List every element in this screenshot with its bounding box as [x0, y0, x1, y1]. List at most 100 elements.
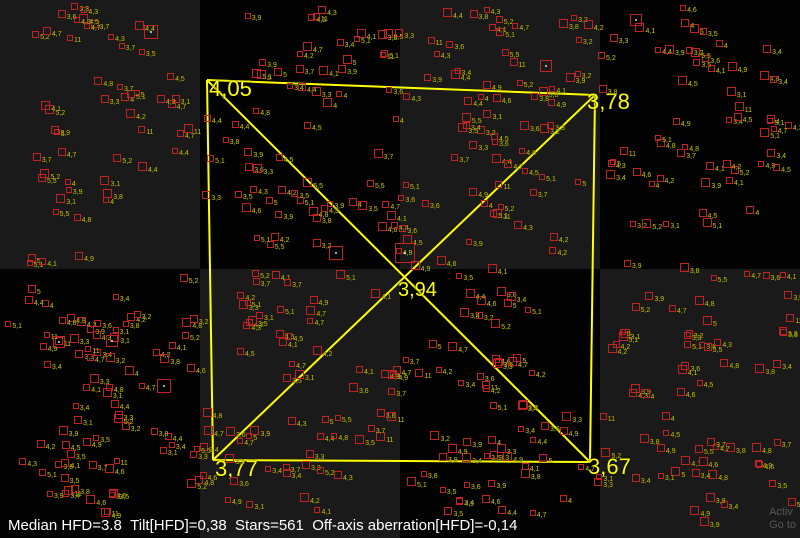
star-hfd-label: 5,5	[704, 449, 714, 456]
star-hfd-label: 5	[627, 331, 631, 338]
star-hfd-label: 5,5	[718, 277, 728, 284]
star-hfd-label: 4	[656, 183, 660, 190]
star-marker	[576, 37, 582, 43]
star-hfd-label: 3,3	[263, 169, 273, 176]
star-hfd-label: 4,4	[473, 101, 483, 108]
star-marker	[706, 493, 715, 502]
star-marker	[677, 388, 685, 396]
star-marker	[680, 5, 686, 11]
watermark-line2: Go to	[769, 519, 796, 532]
star-hfd-label: 5,2	[189, 278, 199, 285]
star-hfd-label: 4,6	[208, 475, 218, 482]
star-marker	[519, 148, 525, 154]
star-marker	[243, 322, 250, 329]
star-hfd-label: 4,2	[310, 498, 320, 505]
star-hfd-label: 4,6	[709, 462, 719, 469]
star-marker	[245, 13, 251, 19]
star-marker	[123, 321, 129, 327]
star-hfd-label: 3,4	[528, 406, 538, 413]
star-hfd-label: 3,2	[440, 436, 450, 443]
star-marker	[752, 443, 761, 452]
star-hfd-label: 11	[629, 151, 636, 158]
star-hfd-label: 5,1	[346, 275, 356, 282]
star-marker	[74, 214, 81, 221]
star-marker	[451, 70, 460, 79]
star-marker	[259, 59, 266, 66]
star-marker	[303, 42, 312, 51]
star-marker	[726, 177, 733, 184]
star-marker	[135, 21, 144, 30]
star-hfd-label: 11	[436, 40, 443, 47]
star-hfd-label: 4,9	[556, 102, 566, 109]
star-hfd-label: 3,1	[66, 199, 76, 206]
star-hfd-label: 5,1	[136, 94, 146, 101]
star-marker	[302, 461, 310, 469]
star-hfd-label: 3,5	[368, 206, 378, 213]
star-marker	[469, 188, 477, 196]
star-hfd-label: 4,9	[421, 266, 431, 273]
star-hfd-label: 3,7	[261, 281, 271, 288]
star-marker	[470, 10, 478, 18]
star-marker	[496, 16, 503, 23]
star-marker	[559, 19, 568, 28]
star-hfd-label: 5,2	[122, 158, 132, 165]
star-hfd-label: 4,6	[502, 98, 512, 105]
star-marker	[381, 50, 388, 57]
star-hfd-label: 3,9	[496, 483, 506, 490]
star-marker	[67, 35, 73, 41]
star-hfd-label: 4,9	[319, 300, 329, 307]
star-hfd-label: 3,3	[404, 33, 414, 40]
star-marker	[518, 426, 524, 432]
star-hfd-label: 3,3	[619, 38, 629, 45]
star-hfd-label: 5	[681, 472, 685, 479]
star-marker	[319, 66, 328, 75]
star-marker	[560, 427, 568, 435]
star-hfd-label: 4	[568, 498, 572, 505]
star-marker	[478, 94, 484, 100]
star-marker	[75, 350, 83, 358]
star-marker	[458, 123, 467, 132]
star-hfd-label: 3,9	[654, 296, 664, 303]
star-hfd-label: 4,7	[537, 512, 547, 519]
star-marker	[113, 294, 119, 300]
star-marker	[182, 332, 189, 339]
star-hfd-label: 5,1	[262, 74, 272, 81]
star-hfd-label: 3,1	[254, 504, 264, 511]
star-hfd-label: 4,5	[284, 157, 294, 164]
star-hfd-label: 3,6	[393, 89, 403, 96]
star-marker	[760, 128, 769, 137]
star-hfd-label: 4,6	[96, 500, 106, 507]
star-marker	[111, 400, 119, 408]
star-hfd-label: 4,8	[718, 475, 728, 482]
star-marker	[699, 209, 707, 217]
star-marker	[371, 289, 380, 298]
star-hfd-label: 4,7	[751, 273, 761, 280]
star-marker	[437, 256, 446, 265]
star-hfd-label: 4,2	[491, 388, 501, 395]
star-marker	[5, 321, 11, 327]
star-marker	[44, 332, 50, 338]
star-marker	[512, 23, 518, 29]
star-marker	[550, 233, 558, 241]
star-hfd-label: 4,2	[443, 369, 453, 376]
star-marker	[598, 52, 605, 59]
star-hfd-label: 3,4	[465, 382, 475, 389]
star-hfd-label: 3,4	[345, 42, 355, 49]
star-marker	[27, 260, 33, 266]
star-hfd-label: 4,3	[115, 36, 125, 43]
star-marker	[169, 342, 176, 349]
star-hfd-label: 4,4	[453, 13, 463, 20]
star-hfd-label: 4,1	[645, 28, 655, 35]
star-marker	[448, 342, 457, 351]
star-marker	[187, 479, 196, 488]
star-point	[150, 31, 152, 33]
star-hfd-label: 4,1	[716, 68, 726, 75]
star-marker	[464, 97, 472, 105]
star-hfd-label: 5	[438, 344, 442, 351]
star-marker	[298, 83, 306, 91]
star-hfd-label: 4,4	[537, 439, 547, 446]
star-marker	[663, 430, 669, 436]
star-hfd-label: 4,1	[321, 509, 331, 516]
star-marker	[100, 176, 109, 185]
star-marker	[172, 95, 180, 103]
